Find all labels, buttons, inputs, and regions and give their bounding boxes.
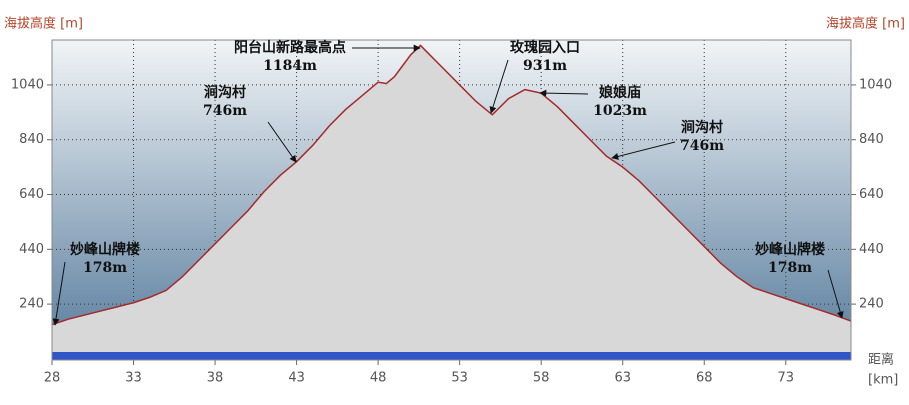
- x-tick-label: 28: [44, 371, 61, 386]
- annotation-value: 1184m: [263, 58, 317, 74]
- area: [52, 45, 851, 360]
- annotation-name: 妙峰山牌楼: [70, 241, 140, 258]
- x-tick-label: 53: [451, 371, 468, 386]
- plot-frame: [51, 39, 852, 361]
- annotation-value: 746m: [203, 103, 247, 119]
- annotation-arrow: [267, 121, 297, 163]
- y2-tick-label: 440: [859, 242, 884, 257]
- y-tick-label: 1040: [11, 77, 44, 92]
- annotation-value: 178m: [83, 260, 127, 276]
- y-tick-label: 640: [19, 187, 44, 202]
- annotation-arrow: [611, 141, 676, 160]
- x-axis-title: 距离: [868, 352, 894, 368]
- line: [51, 44, 852, 326]
- x-tick-label: 43: [288, 371, 305, 386]
- y2-tick-label: 1040: [859, 77, 892, 92]
- y2-tick-label: 640: [859, 187, 884, 202]
- x-tick-label: 63: [614, 371, 631, 386]
- x-tick-label: 33: [125, 371, 142, 386]
- x-tick-label: 38: [207, 371, 224, 386]
- y2-tick-label: 240: [859, 297, 884, 312]
- y2-axis-title: 海拔高度 [m]: [826, 16, 905, 32]
- annotation-arrow: [539, 89, 589, 97]
- annotation-arrow: [489, 59, 509, 114]
- annotation-value: 178m: [768, 260, 812, 276]
- annotation-value: 1023m: [593, 103, 647, 119]
- x-tick-label: 73: [778, 371, 795, 386]
- x-tick-label: 68: [696, 371, 713, 386]
- y-tick-label: 840: [19, 132, 44, 147]
- y-tick-label: 240: [19, 297, 44, 312]
- y-tick-label: 440: [19, 242, 44, 257]
- annotation-value: 931m: [523, 58, 567, 74]
- annotation-name: 阳台山新路最高点: [234, 39, 346, 56]
- annotation-name: 涧沟村: [204, 84, 246, 101]
- annotation-name: 玫瑰园入口: [510, 39, 580, 56]
- annotation-arrow: [827, 269, 844, 319]
- x-tick-label: 58: [533, 371, 550, 386]
- annotation-name: 涧沟村: [681, 119, 723, 136]
- x-tick-label: 48: [370, 371, 387, 386]
- annotation-value: 746m: [680, 138, 724, 154]
- x-axis-unit: [km]: [868, 373, 898, 388]
- y-axis-title: 海拔高度 [m]: [4, 16, 83, 32]
- annotation-name: 娘娘庙: [599, 84, 641, 101]
- annotation-arrow: [52, 261, 66, 326]
- baseline-bar: [52, 352, 851, 360]
- y2-tick-label: 840: [859, 132, 884, 147]
- annotation-name: 妙峰山牌楼: [755, 241, 825, 258]
